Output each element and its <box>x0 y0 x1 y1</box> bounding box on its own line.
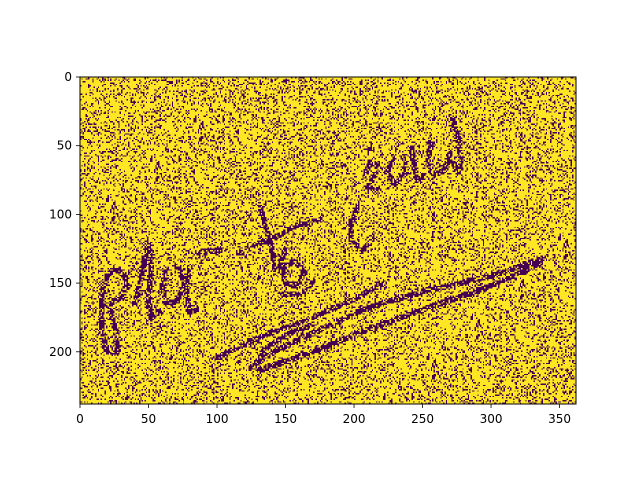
y-tick-label: 150 <box>49 276 72 290</box>
y-tick-label: 0 <box>64 70 72 84</box>
plot-area <box>79 76 577 405</box>
x-tick-label: 250 <box>411 412 434 426</box>
x-tick-label: 300 <box>480 412 503 426</box>
x-tick-label: 200 <box>343 412 366 426</box>
heatmap-image <box>80 77 576 404</box>
x-tick-label: 150 <box>274 412 297 426</box>
x-tick-label: 350 <box>548 412 571 426</box>
x-axis-ticks: 0 50 100 150 200 250 300 350 <box>76 404 571 426</box>
axes-frame <box>79 76 577 405</box>
x-tick-label: 0 <box>76 412 84 426</box>
y-tick-label: 50 <box>57 139 72 153</box>
y-axis-ticks: 0 50 100 150 200 <box>49 70 80 359</box>
x-tick-label: 50 <box>141 412 156 426</box>
y-tick-label: 200 <box>49 345 72 359</box>
y-tick-label: 100 <box>49 207 72 221</box>
x-tick-label: 100 <box>206 412 229 426</box>
